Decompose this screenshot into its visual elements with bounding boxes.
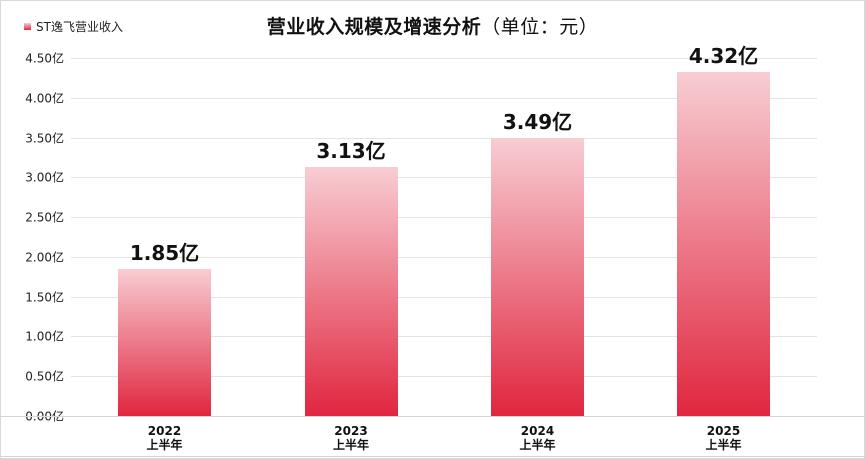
y-axis-tick-label: 4.50亿 — [25, 51, 64, 66]
x-axis-year-label: 2024 — [520, 424, 555, 438]
chart-title-unit: （单位：元） — [481, 16, 599, 38]
x-axis-period-label: 上半年 — [705, 438, 742, 452]
gridline — [71, 336, 817, 337]
gridline — [71, 217, 817, 218]
gridline — [71, 297, 817, 298]
bar-value-label: 3.49亿 — [502, 110, 573, 135]
x-axis-period-label: 上半年 — [519, 438, 556, 452]
x-axis-year-label: 2023 — [334, 424, 368, 438]
gridline — [71, 58, 817, 59]
y-axis-tick-label: 3.00亿 — [25, 170, 64, 185]
x-axis-year-label: 2025 — [706, 424, 741, 438]
y-axis-tick-label: 1.00亿 — [25, 329, 64, 344]
x-axis-year-label: 2022 — [147, 424, 182, 438]
bar-2024[interactable] — [491, 138, 584, 416]
x-axis-tick-label: 2023 上半年 — [291, 424, 411, 452]
gridline — [71, 376, 817, 377]
x-axis-period-label: 上半年 — [146, 438, 183, 452]
bar-value-label: 1.85亿 — [129, 240, 200, 265]
y-axis-tick-label: 1.50亿 — [25, 290, 64, 305]
chart-title-main: 营业收入规模及增速分析 — [266, 16, 482, 38]
gridline — [71, 177, 817, 178]
legend-swatch-icon — [24, 23, 31, 30]
bar-value-label: 3.13亿 — [316, 138, 386, 163]
legend: ST逸飞营业收入 — [24, 18, 123, 35]
bar-2023[interactable] — [304, 166, 398, 416]
x-axis-period-label: 上半年 — [332, 438, 369, 452]
bar-2025[interactable] — [677, 72, 770, 416]
gridline — [71, 138, 817, 139]
gridline — [71, 98, 817, 99]
y-axis-tick-label: 3.50亿 — [25, 131, 64, 146]
gridline — [71, 257, 817, 258]
x-axis-tick-label: 2024 上半年 — [478, 424, 598, 452]
x-axis-tick-label: 2025 上半年 — [664, 424, 784, 452]
bar-value-label: 4.32亿 — [688, 44, 759, 69]
y-axis-tick-label: 0.50亿 — [25, 369, 64, 384]
y-axis-tick-label: 2.00亿 — [25, 250, 64, 265]
bottom-border — [0, 456, 865, 457]
bar-2022[interactable] — [118, 268, 211, 416]
x-axis-tick-label: 2022 上半年 — [105, 424, 225, 452]
y-axis-tick-label: 2.50亿 — [25, 210, 64, 225]
y-axis-tick-label: 4.00亿 — [25, 91, 64, 106]
chart-title: 营业收入规模及增速分析（单位：元） — [0, 12, 865, 39]
x-axis-line — [0, 416, 865, 417]
legend-label: ST逸飞营业收入 — [36, 20, 123, 34]
